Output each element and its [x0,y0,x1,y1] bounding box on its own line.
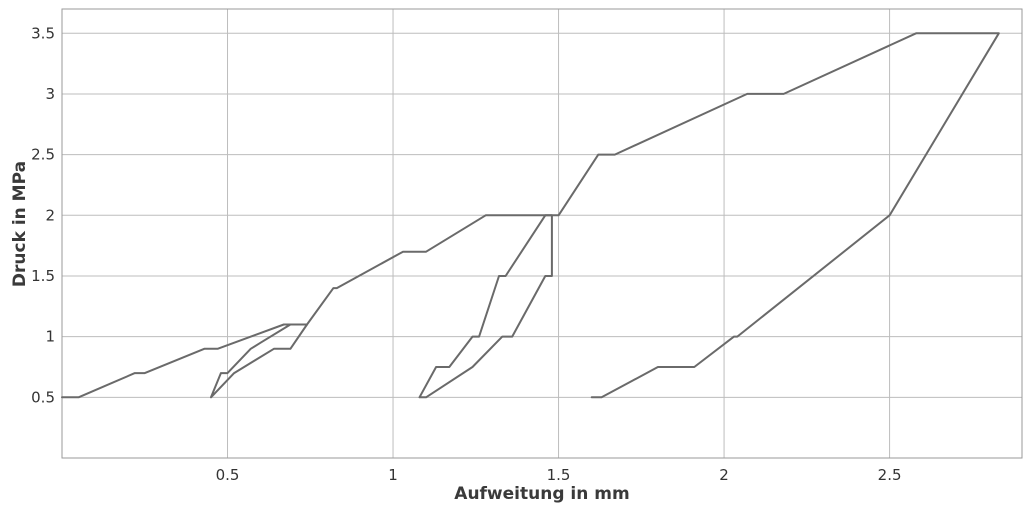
y-tick-label: 1.5 [31,267,55,285]
x-axis-title: Aufweitung in mm [454,484,629,504]
x-axis-ticks: 0.5 1 1.5 2 2.5 [216,466,902,484]
y-tick-label: 2.5 [31,146,55,164]
x-tick-label: 0.5 [216,466,240,484]
y-tick-label: 0.5 [31,388,55,406]
series-line-1 [61,32,1000,399]
series-line-2 [210,323,308,399]
y-tick-label: 3.5 [31,24,55,42]
grid-lines [62,9,1022,458]
x-tick-label: 1 [388,466,398,484]
series-layer [61,32,1000,399]
x-tick-label: 1.5 [547,466,571,484]
y-tick-label: 2 [45,206,55,224]
y-tick-label: 3 [45,85,55,103]
plot-frame [61,8,1023,459]
y-tick-label: 1 [45,328,55,346]
y-axis-title: Druck in MPa [10,161,30,287]
x-tick-label: 2.5 [878,466,902,484]
y-axis-ticks: 0.5 1 1.5 2 2.5 3 3.5 [31,24,55,406]
x-tick-label: 2 [719,466,729,484]
series-line-3 [418,214,553,399]
